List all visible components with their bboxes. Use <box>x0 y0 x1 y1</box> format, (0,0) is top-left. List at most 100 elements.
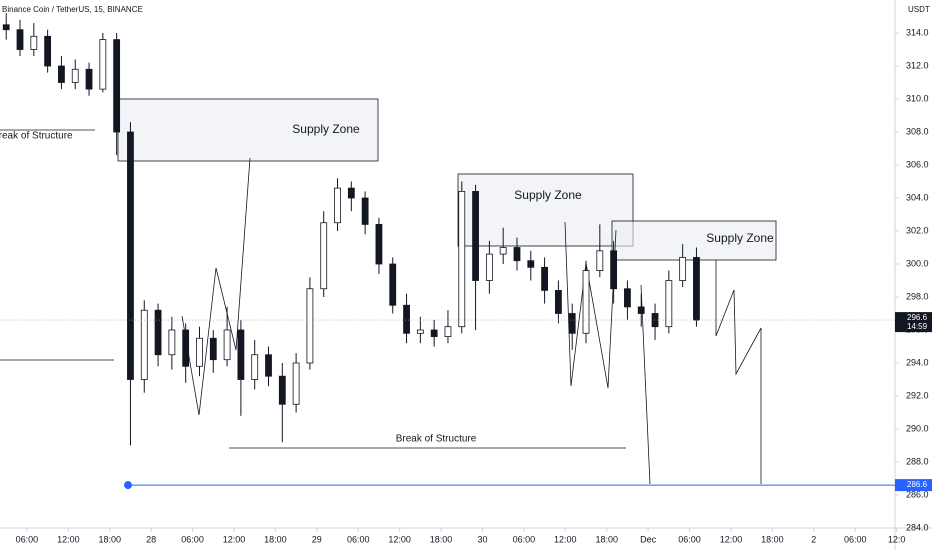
x-tick-label: 06:00 <box>347 534 370 544</box>
y-tick-label: 308.0 <box>906 126 929 136</box>
x-tick-label: 29 <box>312 534 322 544</box>
candle-body <box>168 329 176 356</box>
candle-body <box>182 329 190 367</box>
projection-line <box>715 260 762 484</box>
y-tick-label: 314.0 <box>906 27 929 37</box>
candle-body <box>292 362 300 405</box>
annotation: Break of Structure <box>396 434 477 445</box>
candle-body <box>347 187 355 199</box>
y-tick-label: 294.0 <box>906 357 929 367</box>
candle-body <box>251 354 259 380</box>
x-tick-label: 18:00 <box>595 534 618 544</box>
x-tick-label: 12:0 <box>888 534 906 544</box>
x-tick-label: 30 <box>477 534 487 544</box>
supply-zone-box <box>457 173 634 247</box>
candle-body <box>265 354 272 377</box>
candle-body <box>30 35 38 50</box>
candle-body <box>651 313 659 328</box>
supply-zone-box <box>117 98 379 162</box>
y-tick-label: 292.0 <box>906 390 929 400</box>
candle-body <box>389 263 397 306</box>
candle-body <box>693 256 700 321</box>
candle-body <box>403 304 410 334</box>
candle-body <box>209 337 217 361</box>
candle-body <box>472 190 479 281</box>
level-tag <box>895 479 932 492</box>
y-tick-label: 306.0 <box>906 159 929 169</box>
x-tick-label: 28 <box>146 534 156 544</box>
candle-body <box>665 280 673 328</box>
y-tick-label: 300.0 <box>906 258 929 268</box>
candle-body <box>637 306 645 314</box>
annotation: Break of Structure <box>0 131 73 142</box>
y-tick-label: 302.0 <box>906 225 929 235</box>
candle-body <box>361 197 369 225</box>
level-anchor <box>124 481 132 490</box>
candle-body <box>610 250 618 290</box>
x-tick-label: 18:00 <box>761 534 784 544</box>
candle-body <box>306 288 314 364</box>
x-tick-label: 18:00 <box>264 534 287 544</box>
candle-body <box>444 326 452 338</box>
candle-body <box>458 190 466 328</box>
annotation: Supply Zone <box>292 122 360 136</box>
currency: USDT <box>908 5 930 14</box>
y-tick-label: 310.0 <box>906 93 929 103</box>
candle-body <box>196 337 203 367</box>
x-tick-label: 06:00 <box>513 534 536 544</box>
y-tick-label: 298.0 <box>906 291 929 301</box>
candle-body <box>320 222 328 290</box>
candle-body <box>278 375 286 405</box>
candle-body <box>513 247 521 262</box>
x-tick-label: Dec <box>640 534 657 544</box>
candle-body <box>596 250 604 272</box>
x-tick-label: 12:00 <box>57 534 80 544</box>
projection-line <box>181 157 251 416</box>
candle-body <box>499 247 507 255</box>
candle-body <box>679 256 687 281</box>
candle-body <box>416 329 424 334</box>
x-tick-label: 12:00 <box>720 534 743 544</box>
candle-body <box>334 187 341 224</box>
x-tick-label: 06:00 <box>678 534 701 544</box>
y-tick-label: 288.0 <box>906 456 929 466</box>
x-tick-label: 06:00 <box>181 534 204 544</box>
candle-body <box>140 309 148 380</box>
candle-body <box>85 68 93 90</box>
x-tick-label: 12:00 <box>223 534 246 544</box>
x-tick-label: 2 <box>811 534 816 544</box>
y-tick-label: 286.0 <box>906 489 929 499</box>
candle-body <box>99 39 107 90</box>
candle-body <box>2 24 10 31</box>
countdown-label: 14:59 <box>907 322 928 331</box>
candle-body <box>237 329 245 380</box>
x-tick-label: 18:00 <box>430 534 453 544</box>
candle-body <box>375 223 383 265</box>
x-tick-label: 06:00 <box>16 534 39 544</box>
candle-body <box>16 29 24 50</box>
candle-body <box>541 266 548 291</box>
candle-body <box>624 288 631 308</box>
x-tick-label: 12:00 <box>554 534 577 544</box>
x-tick-label: 06:00 <box>844 534 867 544</box>
supply-zone-box <box>611 220 777 261</box>
annotation: Supply Zone <box>514 188 582 202</box>
candle-body <box>154 309 162 356</box>
y-tick-label: 284.0 <box>906 522 929 532</box>
candle-body <box>485 253 493 281</box>
candle-body <box>71 68 79 83</box>
candle-body <box>555 289 562 314</box>
candle-body <box>127 131 134 380</box>
candle-body <box>568 313 576 334</box>
projection-line <box>640 284 651 485</box>
annotation: Supply Zone <box>706 231 774 245</box>
candle-body <box>527 260 535 268</box>
x-tick-label: 18:00 <box>98 534 121 544</box>
candle-body <box>44 35 52 67</box>
x-tick-label: 12:00 <box>388 534 411 544</box>
candles <box>2 13 700 446</box>
last-price-tag <box>895 312 932 333</box>
level-label: 286.6 <box>907 480 928 489</box>
